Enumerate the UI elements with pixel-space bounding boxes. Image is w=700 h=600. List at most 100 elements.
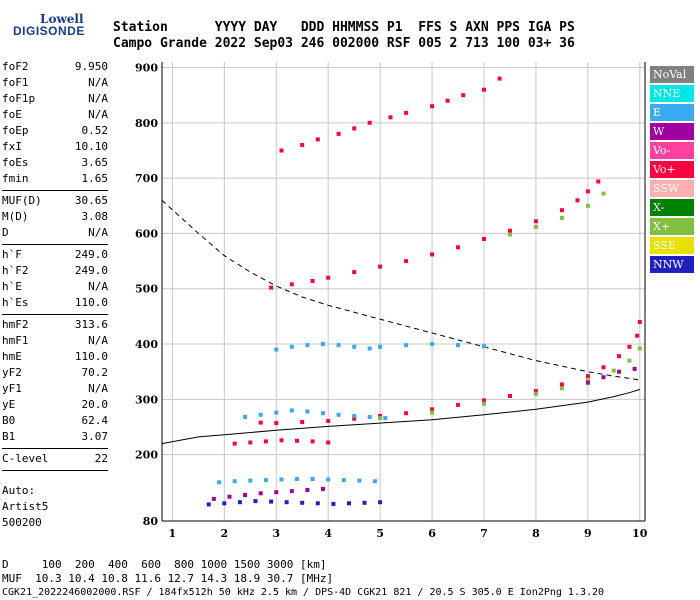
- param-key: foE: [2, 108, 22, 121]
- x-tick-labels: 1 2 3 4 5 6 7 8 9 10: [169, 527, 648, 540]
- data-point: [430, 104, 435, 109]
- solid-curve: [161, 388, 640, 445]
- param-key: h`F: [2, 248, 22, 261]
- logo-digisonde: DIGISONDE: [13, 24, 85, 38]
- param-row: foF2 9.950: [2, 60, 108, 76]
- x-tick-label: 2: [220, 527, 228, 540]
- data-point: [336, 412, 341, 417]
- data-point: [310, 439, 315, 444]
- data-point: [378, 500, 383, 505]
- param-row: B0 62.4: [2, 414, 108, 430]
- legend-item: Vo+: [650, 161, 694, 178]
- data-point: [305, 409, 310, 414]
- data-point: [456, 402, 460, 407]
- data-point: [274, 490, 279, 495]
- param-value: 30.65: [74, 194, 108, 207]
- data-point: [372, 479, 377, 484]
- param-key: yF1: [2, 382, 22, 395]
- data-point: [533, 389, 538, 393]
- data-point: [482, 87, 486, 92]
- y-tick-label: 900: [135, 62, 158, 75]
- data-point: [258, 420, 263, 425]
- data-point: [352, 126, 357, 131]
- data-point: [482, 401, 486, 406]
- param-value: N/A: [88, 280, 108, 293]
- data-point: [315, 501, 320, 506]
- data-point: [461, 93, 466, 98]
- param-separator: [2, 190, 108, 191]
- legend-item: NoVal: [650, 66, 694, 83]
- param-row: B1 3.07: [2, 430, 108, 446]
- data-point: [559, 208, 564, 213]
- data-point: [211, 496, 216, 501]
- data-point: [352, 416, 357, 421]
- data-point: [508, 394, 512, 398]
- param-value: 10.10: [74, 140, 108, 153]
- param-key: h`F2: [2, 264, 29, 277]
- data-point: [347, 501, 351, 506]
- x-tick-label: 5: [376, 527, 384, 540]
- data-point: [430, 407, 435, 412]
- data-point: [388, 115, 393, 120]
- data-point: [383, 416, 388, 421]
- data-point: [336, 343, 341, 348]
- header-values: Campo Grande 2022 Sep03 246 002000 RSF 0…: [113, 36, 575, 51]
- data-point: [289, 344, 294, 349]
- x-tick-label: 9: [584, 527, 592, 540]
- data-point: [575, 198, 580, 203]
- curves: [161, 199, 640, 445]
- param-row: foF1 N/A: [2, 76, 108, 92]
- param-value: 110.0: [74, 296, 108, 309]
- data-point: [352, 344, 357, 349]
- param-value: 110.0: [74, 350, 108, 363]
- legend-item: W: [650, 123, 694, 140]
- y-tick-label: 700: [135, 172, 158, 185]
- param-row: hmE 110.0: [2, 350, 108, 366]
- y-tick-label: 600: [135, 227, 158, 240]
- data-point: [508, 232, 512, 237]
- data-point: [482, 237, 486, 241]
- data-point: [611, 368, 616, 373]
- param-key: C-level: [2, 452, 49, 465]
- data-point: [601, 191, 606, 196]
- data-point: [456, 245, 460, 250]
- param-value: 62.4: [81, 414, 109, 427]
- param-key: MUF(D): [2, 194, 42, 207]
- data-point: [289, 408, 294, 413]
- data-point: [341, 478, 346, 483]
- data-point: [269, 499, 274, 504]
- footer-info: CGK21_2022246002000.RSF / 184fx512h 50 k…: [2, 587, 605, 598]
- data-point: [263, 439, 268, 444]
- data-point: [232, 479, 237, 484]
- param-row: h`F2 249.0: [2, 264, 108, 280]
- data-point: [274, 410, 279, 415]
- param-value: 3.07: [81, 430, 109, 443]
- param-value: 313.6: [74, 318, 108, 331]
- x-tick-label: 6: [428, 527, 436, 540]
- data-point: [305, 488, 310, 492]
- data-point: [404, 343, 409, 348]
- data-point: [295, 477, 299, 481]
- data-point: [627, 344, 632, 349]
- param-value: N/A: [88, 108, 108, 121]
- data-point: [497, 76, 502, 81]
- data-point: [206, 502, 211, 507]
- data-point: [279, 438, 284, 443]
- data-point: [508, 228, 512, 233]
- data-point: [331, 501, 336, 506]
- data-point: [310, 477, 315, 481]
- data-point: [279, 148, 284, 153]
- data-point: [404, 259, 409, 264]
- data-point: [637, 319, 642, 324]
- data-point: [632, 366, 637, 371]
- data-point: [585, 374, 590, 379]
- data-point: [637, 346, 642, 351]
- param-separator: [2, 314, 108, 315]
- data-point: [430, 410, 435, 415]
- data-point: [222, 501, 227, 506]
- data-point: [336, 131, 341, 136]
- data-point: [378, 413, 383, 418]
- data-point: [326, 477, 331, 482]
- data-point: [217, 480, 222, 485]
